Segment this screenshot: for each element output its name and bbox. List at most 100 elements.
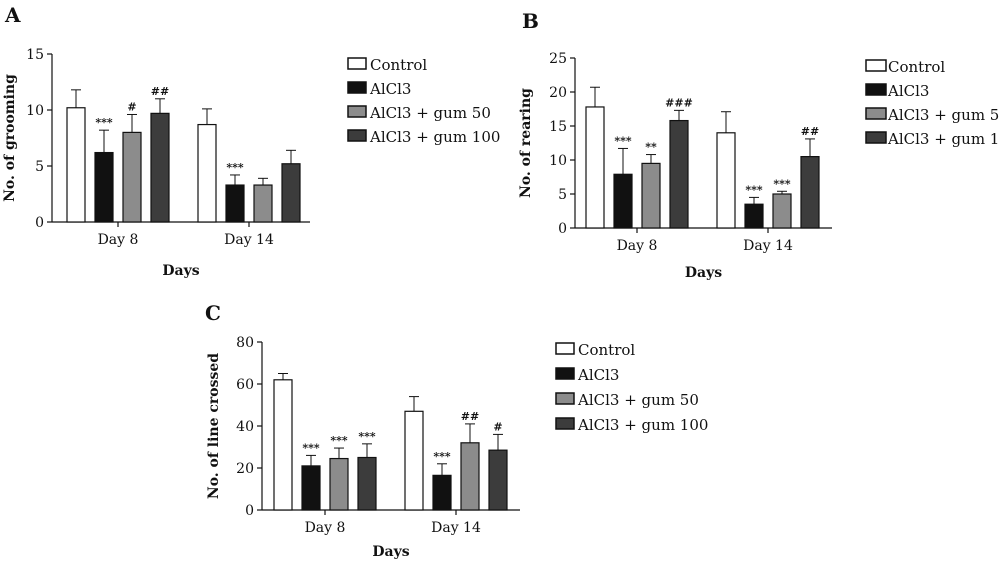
bar-alcl3	[225, 184, 245, 223]
legend-swatch	[555, 367, 575, 380]
bar-alcl3-gum50	[772, 193, 792, 229]
legend-label: Control	[370, 56, 427, 74]
bar-alcl3-gum100	[357, 456, 377, 511]
legend-label: AlCl3	[887, 82, 929, 100]
bar-alcl3-gum100	[669, 119, 689, 229]
legend-label: AlCl3 + gum 50	[577, 391, 699, 409]
legend-swatch	[865, 83, 887, 96]
significance-label: #	[127, 100, 136, 113]
y-tick-label: 20	[549, 85, 567, 101]
legend-swatch	[865, 107, 887, 120]
legend-label: AlCl3	[577, 366, 619, 384]
significance-label: ##	[461, 410, 479, 423]
significance-label: #	[493, 420, 502, 433]
bar-alcl3-gum100	[150, 112, 170, 223]
bar-alcl3-gum100	[800, 156, 820, 229]
y-tick-label: 0	[558, 221, 567, 237]
legend-label: AlCl3 + gum 100	[887, 130, 1000, 148]
significance-label: ***	[614, 134, 632, 147]
bar-control	[585, 106, 605, 229]
bar-alcl3-gum50	[253, 184, 273, 223]
significance-label: ***	[773, 177, 791, 190]
x-tick-label: Day 14	[743, 238, 793, 254]
x-tick-label: Day 8	[305, 520, 346, 536]
significance-label: ***	[95, 116, 113, 129]
significance-label: ##	[801, 125, 819, 138]
significance-label: ##	[151, 85, 169, 98]
legend-swatch	[555, 342, 575, 355]
bar-alcl3	[613, 173, 633, 229]
legend-label: AlCl3 + gum 100	[577, 416, 708, 434]
significance-label: ***	[745, 183, 763, 196]
legend-label: AlCl3 + gum 50	[887, 106, 1000, 124]
legend: Control AlCl3 AlCl3 + gum 50 AlCl3 + gum 10…	[347, 56, 500, 146]
significance-label: ***	[226, 161, 244, 174]
y-axis-title: No. of grooming	[2, 74, 18, 202]
y-tick-label: 0	[35, 215, 44, 231]
bar-control	[197, 123, 217, 223]
x-tick-label: Day 8	[98, 232, 139, 248]
x-tick-label: Day 14	[224, 232, 274, 248]
bar-alcl3-gum50	[641, 162, 661, 229]
y-tick-label: 0	[245, 503, 254, 519]
x-axis-title: Days	[685, 265, 722, 281]
bar-control	[66, 107, 86, 223]
y-tick-label: 15	[549, 119, 567, 135]
x-axis-title: Days	[372, 544, 409, 560]
legend-swatch	[347, 129, 367, 142]
bar-alcl3-gum50	[329, 457, 349, 511]
bar-alcl3-gum100	[488, 449, 508, 511]
panel-letter: B	[522, 9, 539, 33]
y-tick-label: 10	[549, 153, 567, 169]
legend-swatch	[865, 59, 887, 72]
panel-letter: A	[4, 3, 21, 27]
legend-swatch	[347, 57, 367, 70]
y-axis-title: No. of line crossed	[206, 353, 222, 499]
significance-label: ***	[358, 430, 376, 443]
y-tick-label: 10	[26, 103, 44, 119]
y-tick-label: 80	[236, 335, 254, 351]
significance-label: ***	[433, 450, 451, 463]
y-tick-label: 25	[549, 51, 567, 67]
x-tick-label: Day 14	[431, 520, 481, 536]
y-axis-title: No. of rearing	[518, 88, 534, 198]
significance-label: ***	[302, 441, 320, 454]
legend-swatch	[347, 105, 367, 118]
legend-label: Control	[888, 58, 945, 76]
legend-swatch	[555, 392, 575, 405]
legend-label: AlCl3	[369, 80, 411, 98]
significance-label: **	[645, 141, 657, 154]
panel-letter: C	[205, 301, 221, 325]
bar-alcl3-gum50	[460, 442, 480, 511]
legend-swatch	[555, 417, 575, 430]
bar-control	[716, 132, 736, 229]
bar-alcl3	[432, 474, 452, 511]
y-tick-label: 15	[26, 47, 44, 63]
significance-label: ***	[330, 434, 348, 447]
legend-swatch	[865, 131, 887, 144]
y-tick-label: 5	[35, 159, 44, 175]
legend-label: AlCl3 + gum 50	[369, 104, 491, 122]
legend-label: Control	[578, 341, 635, 359]
x-tick-label: Day 8	[617, 238, 658, 254]
bar-control	[404, 410, 424, 511]
legend-label: AlCl3 + gum 100	[369, 128, 500, 146]
y-tick-label: 60	[236, 377, 254, 393]
significance-label: ###	[665, 96, 693, 109]
y-tick-label: 40	[236, 419, 254, 435]
x-axis-title: Days	[162, 263, 199, 279]
y-tick-label: 5	[558, 187, 567, 203]
legend: Control AlCl3 AlCl3 + gum 50 AlCl3 + gum 10…	[555, 341, 708, 434]
bar-control	[273, 379, 293, 511]
bar-alcl3-gum50	[122, 131, 142, 223]
legend-swatch	[347, 81, 367, 94]
y-tick-label: 20	[236, 461, 254, 477]
bar-alcl3	[301, 465, 321, 511]
bar-alcl3-gum100	[281, 163, 301, 223]
legend: Control AlCl3 AlCl3 + gum 50 AlCl3 + gum 10…	[865, 58, 1000, 148]
bar-alcl3	[744, 203, 764, 229]
